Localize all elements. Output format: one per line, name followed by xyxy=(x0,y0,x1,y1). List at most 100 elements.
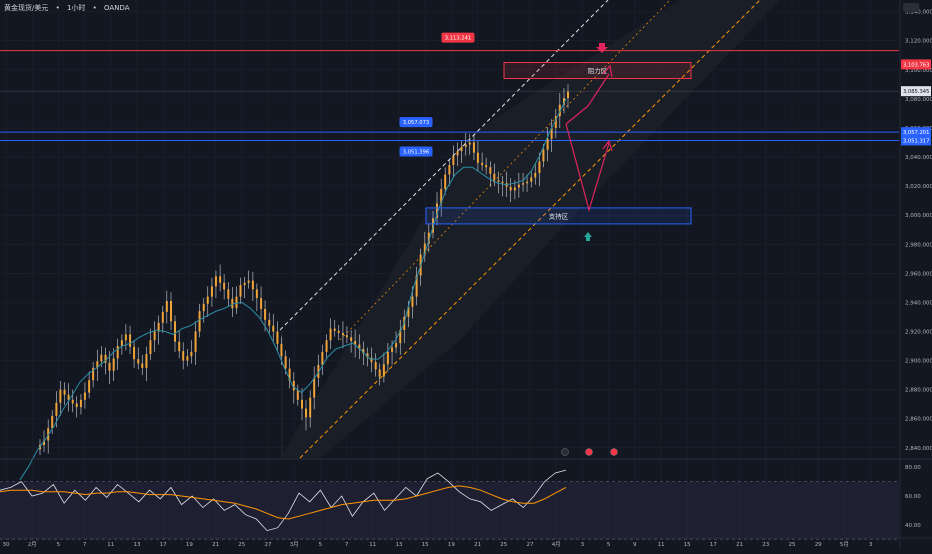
flag-icon[interactable] xyxy=(610,448,618,456)
candle-body xyxy=(534,173,537,178)
candle-body xyxy=(219,276,222,283)
candle-body xyxy=(292,380,295,391)
candle-body xyxy=(124,334,127,341)
candle-body xyxy=(407,306,410,317)
candle-body xyxy=(354,340,357,345)
arrow-up-icon xyxy=(584,232,592,241)
candle-body xyxy=(178,341,181,352)
time-tick-label: 25 xyxy=(500,542,507,548)
price-tick-label: 3,000.000 xyxy=(905,213,932,219)
upper-dashed-trendline[interactable] xyxy=(279,0,609,331)
rsi-tick-label: 80.00 xyxy=(905,465,921,471)
price-tick-label: 2,880.000 xyxy=(905,388,932,394)
time-tick-label: 27 xyxy=(265,542,272,548)
rsi-ma-line[interactable] xyxy=(0,485,567,520)
lightning-icon[interactable] xyxy=(561,448,569,456)
resistance-axis-tag: 3,103.763 xyxy=(903,62,929,68)
flag-icon[interactable] xyxy=(585,448,593,456)
arrow-down-icon xyxy=(596,43,608,53)
price-tick-label: 3,080.000 xyxy=(905,97,932,103)
candle-body xyxy=(333,328,336,331)
exchange-label: OANDA xyxy=(104,4,130,12)
candle-body xyxy=(517,184,520,188)
candle-body xyxy=(481,162,484,166)
candle-body xyxy=(288,368,291,381)
candle-body xyxy=(161,311,164,323)
resistance-zone-label: 阻力区 xyxy=(588,66,608,75)
time-tick-label: 21 xyxy=(474,542,481,548)
time-tick-label: 11 xyxy=(658,542,665,548)
arrowhead-icon xyxy=(602,64,613,78)
blue-lower-axis-tag: 3,051.317 xyxy=(903,138,929,144)
candle-body xyxy=(190,351,193,357)
candle-body xyxy=(116,346,119,359)
candle-body xyxy=(493,173,496,181)
candle-body xyxy=(501,181,504,184)
candle-body xyxy=(264,308,267,320)
blue-upper-axis-tag-bg xyxy=(901,127,931,138)
price-tick-label: 2,860.000 xyxy=(905,417,932,423)
candle-body xyxy=(452,155,455,166)
candle-body xyxy=(108,362,111,371)
symbol-title[interactable]: 黄金现货/美元 xyxy=(4,4,49,12)
candle-body xyxy=(272,325,275,332)
time-tick-label: 13 xyxy=(396,542,403,548)
candle-body xyxy=(149,340,152,355)
blue-upper-axis-tag: 3,057.201 xyxy=(903,130,929,136)
candle-body xyxy=(227,289,230,299)
candle-body xyxy=(460,146,463,152)
projection-down-up-path[interactable] xyxy=(565,123,610,213)
candle-body xyxy=(67,394,70,400)
candle-body xyxy=(198,311,201,332)
candle-body xyxy=(370,357,373,363)
candle-body xyxy=(444,174,447,190)
candle-body xyxy=(206,296,209,304)
candle-body xyxy=(59,389,62,403)
time-axis[interactable]: 30 2月 5 7 11 13 17 19 21 25 27 3月 5 7 11 13 15 19 21 25 27 4月… xyxy=(3,541,873,548)
resistance-price-tag-bg xyxy=(441,32,475,43)
candle-body xyxy=(337,330,340,333)
arrowhead-icon xyxy=(602,139,613,152)
time-tick-label: 19 xyxy=(186,542,193,548)
lower-channel-line[interactable] xyxy=(299,0,761,459)
time-tick-label: 11 xyxy=(369,542,376,548)
candle-body xyxy=(411,296,414,307)
time-tick-label: 13 xyxy=(134,542,141,548)
resistance-axis-tag-bg xyxy=(901,59,931,70)
candle-body xyxy=(88,380,91,393)
candle-body xyxy=(210,286,213,297)
candle-body xyxy=(391,347,394,352)
middle-channel-line[interactable] xyxy=(339,0,671,341)
candle-body xyxy=(157,322,160,332)
candle-body xyxy=(542,149,545,162)
time-tick-label: 27 xyxy=(527,542,534,548)
candle-body xyxy=(268,319,271,326)
candle-body xyxy=(538,161,541,174)
candle-body xyxy=(399,330,402,344)
moving-average-line[interactable] xyxy=(19,98,567,481)
candle-body xyxy=(345,335,348,338)
price-tick-label: 2,980.000 xyxy=(905,242,932,248)
projection-up-path[interactable] xyxy=(565,73,610,125)
candle-body xyxy=(448,165,451,175)
time-tick-label: 5 xyxy=(607,542,611,548)
interval-label[interactable]: 1小时 xyxy=(66,4,86,12)
candle-body xyxy=(374,362,377,370)
resistance-zone[interactable] xyxy=(503,62,692,80)
time-tick-label: 15 xyxy=(684,542,691,548)
candle-body xyxy=(202,303,205,312)
time-tick-label: 29 xyxy=(815,542,822,548)
time-tick-label: 15 xyxy=(422,542,429,548)
separator-dot: • xyxy=(92,4,97,12)
price-tick-label: 2,920.000 xyxy=(905,330,932,336)
candle-body xyxy=(530,177,533,182)
price-tick-label: 3,020.000 xyxy=(905,184,932,190)
rsi-line[interactable] xyxy=(0,469,567,532)
chart-header: 黄金现货/美元 • 1小时 • OANDA xyxy=(4,3,135,13)
support-zone[interactable] xyxy=(425,207,692,225)
price-axis[interactable]: 2,840.000 2,860.000 2,880.000 2,900.000 2,92… xyxy=(905,6,932,452)
candle-body xyxy=(75,403,78,408)
time-tick-label: 19 xyxy=(448,542,455,548)
candle-body xyxy=(415,275,418,297)
